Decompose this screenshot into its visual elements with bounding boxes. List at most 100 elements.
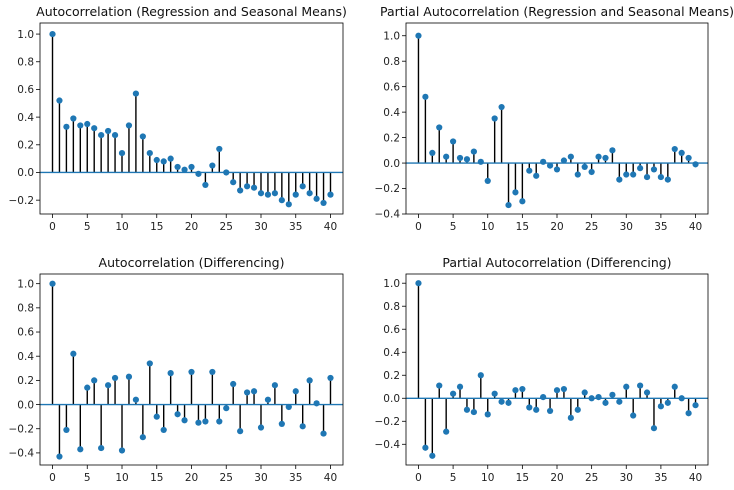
point-lag-28: lag 28: 0.10 <box>609 147 616 154</box>
point-lag-15: lag 15: 0.08 <box>519 385 526 393</box>
point-lag-11: lag 11: 0.04 <box>491 390 498 397</box>
point-lag-8: lag 8: -0.12 <box>470 408 477 416</box>
point-lag-36: lag 36: -0.10 <box>299 183 306 190</box>
y-tick-label: 1.0 <box>383 278 400 290</box>
point-lag-17: lag 17: 0.10 <box>167 155 174 162</box>
point-lag-33: lag 33: -0.11 <box>643 173 651 181</box>
y-tick-label: −0.4 <box>375 439 401 451</box>
point-lag-20: lag 20: 0.04 <box>188 163 195 171</box>
chart-title: Autocorrelation (Regression and Seasonal… <box>36 4 347 19</box>
x-tick-label: 15 <box>516 472 529 484</box>
point-lag-30: lag 30: -0.15 <box>257 190 265 197</box>
x-tick-label: 20 <box>185 472 198 484</box>
point-lag-29: lag 29: -0.13 <box>616 176 623 183</box>
x-tick-label: 0 <box>415 221 422 233</box>
point-lag-36: lag 36: -0.18 <box>299 423 306 430</box>
point-lag-14: lag 14: 0.34 <box>146 360 153 367</box>
chart-title: Partial Autocorrelation (Regression and … <box>380 4 734 19</box>
point-lag-35: lag 35: -0.11 <box>657 173 664 181</box>
point-lag-34: lag 34: -0.26 <box>650 425 658 432</box>
point-lag-26: lag 26: -0.07 <box>230 179 237 186</box>
point-lag-33: lag 33: -0.16 <box>278 420 285 427</box>
point-lag-24: lag 24: 0.17 <box>216 145 223 153</box>
x-tick-label: 20 <box>550 472 563 484</box>
x-tick-label: 30 <box>620 472 633 484</box>
point-lag-21: lag 21: 0.02 <box>560 157 568 164</box>
point-lag-12: lag 12: 0.44 <box>498 103 505 111</box>
point-lag-12: lag 12: 0.57 <box>132 90 140 97</box>
point-lag-11: lag 11: 0.35 <box>491 115 498 122</box>
point-lag-7: lag 7: 0.03 <box>463 156 471 163</box>
point-lag-1: lag 1: -0.43 <box>422 444 429 451</box>
point-lag-13: lag 13: -0.33 <box>505 201 512 209</box>
y-tick-label: 0.8 <box>383 301 400 313</box>
x-tick-label: 30 <box>620 221 633 233</box>
point-lag-3: lag 3: 0.39 <box>70 115 77 122</box>
point-lag-25: lag 25: -0.07 <box>588 168 595 176</box>
point-lag-10: lag 10: -0.14 <box>484 411 491 418</box>
point-lag-27: lag 27: -0.22 <box>237 428 244 435</box>
point-lag-6: lag 6: 0.32 <box>91 125 98 132</box>
point-lag-39: lag 39: -0.13 <box>685 410 692 417</box>
point-lag-40: lag 40: 0.22 <box>327 374 334 382</box>
chart-panel-1: Autocorrelation (Regression and Seasonal… <box>9 4 347 233</box>
point-lag-17: lag 17: -0.10 <box>533 406 540 413</box>
y-tick-label: 1.0 <box>383 30 400 42</box>
x-tick-label: 5 <box>84 221 91 233</box>
y-tick-label: 1.0 <box>17 29 34 41</box>
point-lag-3: lag 3: 0.28 <box>436 124 443 131</box>
y-tick-label: 0.2 <box>17 375 34 387</box>
point-lag-21: lag 21: -0.01 <box>195 170 202 177</box>
point-lag-16: lag 16: -0.08 <box>526 404 533 411</box>
point-lag-20: lag 20: -0.05 <box>553 166 561 173</box>
point-lag-26: lag 26: 0.01 <box>595 394 602 401</box>
point-lag-9: lag 9: 0.27 <box>111 132 119 139</box>
point-lag-12: lag 12: -0.03 <box>498 398 505 405</box>
point-lag-10: lag 10: 0.14 <box>118 150 126 157</box>
point-lag-30: lag 30: -0.09 <box>623 171 630 178</box>
y-tick-label: 0.6 <box>17 327 34 339</box>
point-lag-23: lag 23: -0.10 <box>574 406 581 413</box>
point-lag-20: lag 20: 0.07 <box>553 387 561 394</box>
y-tick-label: −0.4 <box>375 209 401 221</box>
point-lag-22: lag 22: 0.05 <box>567 153 574 160</box>
y-tick-label: 0.6 <box>383 324 400 336</box>
point-lag-3: lag 3: 0.11 <box>436 382 443 389</box>
y-tick-label: −0.2 <box>375 183 401 195</box>
point-lag-2: lag 2: -0.50 <box>429 452 436 459</box>
x-tick-label: 35 <box>289 472 302 484</box>
x-tick-label: 40 <box>324 221 337 233</box>
y-tick-label: −0.4 <box>9 448 35 460</box>
point-lag-9: lag 9: 0.20 <box>477 372 484 379</box>
point-lag-31: lag 31: 0.04 <box>264 396 272 403</box>
x-tick-label: 30 <box>254 472 267 484</box>
point-lag-31: lag 31: -0.16 <box>264 191 272 198</box>
point-lag-4: lag 4: 0.05 <box>443 153 450 160</box>
point-lag-22: lag 22: -0.17 <box>567 414 574 421</box>
point-lag-38: lag 38: 0.08 <box>678 149 685 156</box>
point-lag-35: lag 35: 0.11 <box>292 388 299 395</box>
chart-panel-2: Partial Autocorrelation (Regression and … <box>375 4 734 233</box>
x-tick-label: 10 <box>115 221 128 233</box>
point-lag-18: lag 18: 0.01 <box>540 394 547 401</box>
y-tick-label: 0.0 <box>17 399 34 411</box>
point-lag-32: lag 32: -0.04 <box>637 165 644 172</box>
point-lag-19: lag 19: -0.13 <box>181 417 188 424</box>
point-lag-40: lag 40: -0.16 <box>327 191 334 198</box>
point-lag-35: lag 35: -0.16 <box>292 191 299 198</box>
y-tick-label: −0.2 <box>375 416 401 428</box>
x-tick-label: 35 <box>654 221 667 233</box>
point-lag-28: lag 28: 0.10 <box>243 389 251 396</box>
x-tick-label: 25 <box>585 472 598 484</box>
point-lag-25: lag 25: -0.03 <box>223 405 230 412</box>
point-lag-16: lag 16: -0.21 <box>160 426 167 434</box>
point-lag-24: lag 24: 0.05 <box>581 389 588 396</box>
x-tick-label: 35 <box>289 221 302 233</box>
point-lag-39: lag 39: -0.24 <box>320 430 327 437</box>
point-lag-23: lag 23: -0.09 <box>574 171 581 178</box>
axes-frame <box>405 22 709 215</box>
y-tick-label: 0.0 <box>383 158 400 170</box>
point-lag-37: lag 37: 0.11 <box>671 145 678 153</box>
point-lag-6: lag 6: 0.20 <box>91 377 98 384</box>
point-lag-12: lag 12: 0.04 <box>132 396 140 403</box>
